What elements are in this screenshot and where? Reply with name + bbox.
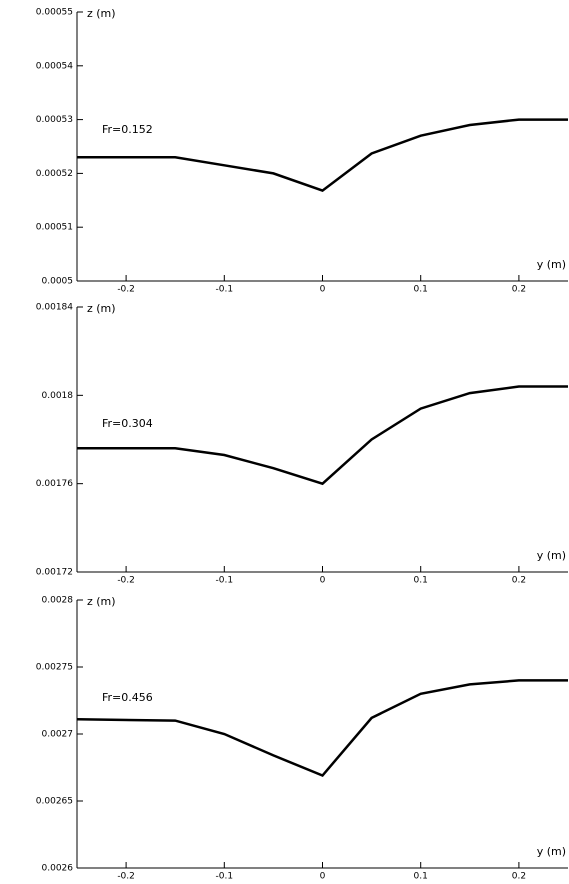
- x-tick-label: 0.1: [414, 576, 428, 586]
- x-tick-label: 0.1: [414, 872, 428, 882]
- annotation: Fr=0.456: [102, 691, 153, 704]
- x-tick-label: 0: [320, 285, 326, 295]
- x-tick-label: 0.2: [512, 285, 526, 295]
- curve: [77, 385, 568, 486]
- x-tick-label: 0.1: [414, 285, 428, 295]
- y-tick-label: 0.0018: [42, 391, 74, 401]
- y-tick-label: 0.0026: [42, 864, 74, 874]
- x-tick-label: 0: [320, 872, 326, 882]
- x-tick-label: -0.2: [117, 285, 135, 295]
- x-tick-label: 0: [320, 576, 326, 586]
- y-tick-label: 0.00053: [36, 115, 73, 125]
- y-tick-label: 0.00055: [36, 8, 73, 18]
- annotation: Fr=0.304: [102, 417, 153, 430]
- y-tick-label: 0.00275: [36, 663, 73, 673]
- curve: [77, 118, 568, 193]
- x-tick-label: 0.2: [512, 872, 526, 882]
- x-tick-label: -0.1: [216, 576, 234, 586]
- x-tick-label: -0.2: [117, 872, 135, 882]
- y-axis-label: z (m): [87, 595, 116, 608]
- y-tick-label: 0.00051: [36, 223, 73, 233]
- x-tick-label: 0.2: [512, 576, 526, 586]
- y-axis-label: z (m): [87, 7, 116, 20]
- y-tick-label: 0.0027: [42, 730, 74, 740]
- y-tick-label: 0.00176: [36, 479, 73, 489]
- y-tick-label: 0.0028: [42, 596, 74, 606]
- y-tick-label: 0.00052: [36, 169, 73, 179]
- y-tick-label: 0.00054: [36, 61, 73, 71]
- x-tick-label: -0.1: [216, 285, 234, 295]
- annotation: Fr=0.152: [102, 123, 153, 136]
- y-tick-label: 0.00184: [36, 303, 73, 313]
- y-tick-label: 0.0005: [42, 277, 74, 287]
- x-tick-label: -0.2: [117, 576, 135, 586]
- y-axis-label: z (m): [87, 302, 116, 315]
- y-tick-label: 0.00172: [36, 568, 73, 578]
- x-tick-label: -0.1: [216, 872, 234, 882]
- x-axis-label: y (m): [537, 549, 566, 562]
- x-axis-label: y (m): [537, 258, 566, 271]
- y-tick-label: 0.00265: [36, 797, 73, 807]
- curve: [76, 679, 568, 777]
- x-axis-label: y (m): [537, 845, 566, 858]
